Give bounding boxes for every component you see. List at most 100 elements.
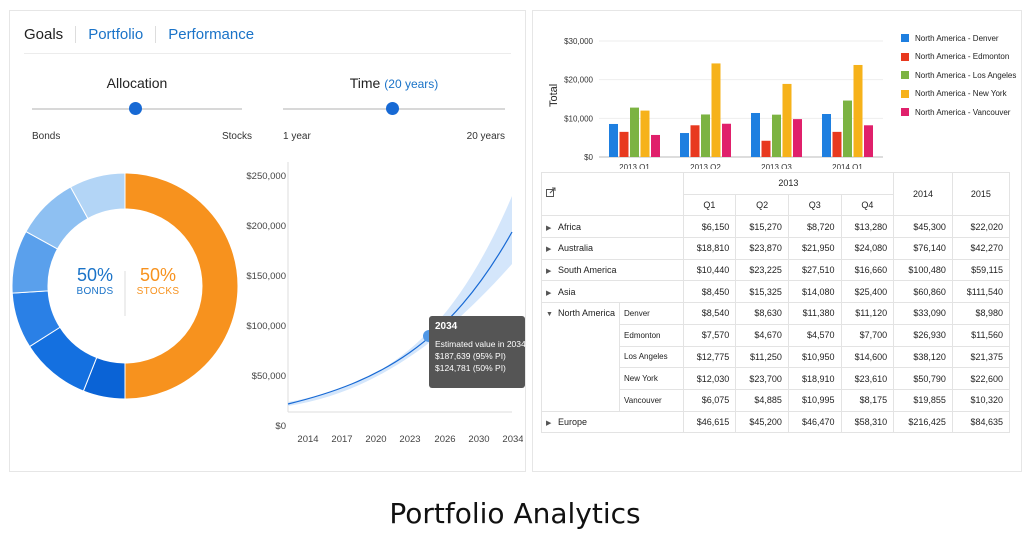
pivot-cell: $58,310 [840,410,895,434]
projection-x-tick: 2030 [468,434,489,445]
bar-north-america-edmonton-2014-q1[interactable] [832,131,842,157]
pivot-row-header[interactable]: ▶ Asia [541,280,684,304]
pivot-cell: $18,910 [787,367,842,390]
legend-item[interactable]: North America - New York [901,85,1016,104]
pivot-header-row-1: 2013 2014 2015 [541,171,1011,217]
pivot-cell: $50,790 [893,367,953,390]
bar-north-america-new-york-2013-q1[interactable] [640,110,650,157]
pivot-cell: $23,225 [735,258,789,282]
bar-y-tick: $20,000 [564,76,593,85]
pivot-cell: $7,570 [682,323,737,347]
pivot-cell: $45,300 [893,215,953,239]
bar-north-america-denver-2013-q1[interactable] [609,123,618,157]
collapse-caret-icon[interactable]: ▼ [546,311,553,319]
expand-caret-icon[interactable]: ▶ [546,268,552,276]
bar-north-america-denver-2013-q3[interactable] [751,112,760,157]
pivot-row-header[interactable]: ▶ South America [541,258,684,282]
pivot-cell: $27,510 [787,258,842,282]
bar-north-america-vancouver-2013-q3[interactable] [793,119,802,157]
bar-north-america-vancouver-2014-q1[interactable] [864,125,873,157]
expand-caret-icon[interactable]: ▶ [546,246,552,254]
pivot-subrow-label: Edmonton [619,323,684,347]
bar-north-america-edmonton-2013-q3[interactable] [761,140,771,157]
pivot-cell: $60,860 [893,280,953,304]
legend-swatch [901,89,909,98]
pivot-table: 2013 2014 2015 Q1 Q2 Q3 Q4 ▶ Africa $6,150… [540,171,1011,434]
pivot-row-label: Europe [558,416,588,427]
pivot-corner [541,171,684,217]
projection-y-tick: $0 [275,421,286,432]
expand-caret-icon[interactable]: ▶ [546,224,552,232]
legend-swatch [901,71,909,80]
pivot-row: Edmonton $7,570 $4,670 $4,570 $7,700 $26,930 $… [542,323,1011,347]
pivot-cell: $46,615 [682,410,737,434]
bar-north-america-los-angeles-2013-q2[interactable] [701,114,710,157]
bar-chart-ylabel: Total [548,84,560,107]
pivot-cell: $19,855 [893,388,953,412]
pivot-cell: $11,120 [840,302,895,325]
legend-item[interactable]: North America - Los Angeles [901,66,1016,85]
pivot-cell: $23,700 [735,367,789,390]
pivot-cell: $13,280 [840,215,895,239]
pivot-cell: $14,080 [787,280,842,304]
pivot-cell: $6,075 [682,388,737,412]
bar-north-america-new-york-2013-q2[interactable] [711,63,721,157]
pivot-subrow-label: Vancouver [619,388,684,412]
legend-item[interactable]: North America - Edmonton [901,48,1016,67]
page-caption: Portfolio Analytics [389,497,641,530]
time-slider-thumb[interactable] [386,102,399,115]
pivot-header-row-2: Q1 Q2 Q3 Q4 [542,193,1010,217]
pivot-header-2014: 2014 [893,171,953,217]
pivot-cell: $7,700 [840,323,895,347]
bar-y-tick: $0 [584,153,593,162]
tabs-divider [24,53,511,54]
donut-slice-bonds-6[interactable] [69,172,126,220]
stocks-share: 50% STOCKS [128,265,188,297]
bar-north-america-denver-2014-q1[interactable] [822,114,831,157]
pivot-header-2015: 2015 [951,171,1011,217]
expand-icon[interactable] [546,187,556,198]
bar-north-america-vancouver-2013-q2[interactable] [722,123,731,157]
pivot-cell: $46,470 [787,410,842,434]
tab-portfolio[interactable]: Portfolio [76,25,157,43]
projection-median-line [287,231,513,405]
pivot-group-header[interactable]: ▼ North America [540,302,621,412]
bonds-percent: 50% [76,265,114,285]
donut-slice-stocks[interactable] [124,172,239,400]
expand-caret-icon[interactable]: ▶ [546,289,552,297]
legend-item[interactable]: North America - Vancouver [901,103,1016,122]
pivot-row-header[interactable]: ▶ Europe [541,410,684,434]
pivot-cell: $12,030 [682,367,737,390]
bar-north-america-los-angeles-2013-q3[interactable] [772,114,781,157]
pivot-cell: $25,400 [840,280,895,304]
bar-north-america-vancouver-2013-q1[interactable] [651,134,660,157]
expand-caret-icon[interactable]: ▶ [546,419,552,427]
bar-north-america-denver-2013-q2[interactable] [680,133,689,157]
pivot-cell: $11,250 [735,345,789,369]
tab-performance[interactable]: Performance [168,25,255,43]
pivot-row-header[interactable]: ▶ Australia [541,237,684,260]
projection-x-tick: 2023 [399,434,420,445]
pivot-row: New York $12,030 $23,700 $18,910 $23,610 $50,… [542,367,1011,390]
bar-north-america-edmonton-2013-q2[interactable] [690,125,700,157]
bar-north-america-edmonton-2013-q1[interactable] [619,131,629,157]
tab-goals[interactable]: Goals [24,25,77,43]
legend-swatch [901,52,909,61]
pivot-cell: $24,080 [840,237,895,260]
bar-north-america-new-york-2013-q3[interactable] [782,83,792,157]
projection-x-tick: 2014 [297,434,318,445]
pivot-cell: $59,115 [951,258,1011,282]
projection-confidence-band [288,196,512,406]
allocation-slider-thumb[interactable] [129,102,142,115]
bar-north-america-los-angeles-2014-q1[interactable] [843,100,852,157]
pivot-cell: $12,775 [682,345,737,369]
legend-item[interactable]: North America - Denver [901,29,1016,48]
bar-north-america-new-york-2014-q1[interactable] [853,64,863,157]
bar-y-tick: $30,000 [564,37,593,46]
portfolio-panel: Goals Portfolio Performance Allocation B… [9,10,526,472]
bar-north-america-los-angeles-2013-q1[interactable] [630,107,639,157]
tooltip-year: 2034 [435,321,458,332]
pivot-cell: $11,560 [951,323,1011,347]
pivot-row-header[interactable]: ▶ Africa [541,215,684,239]
time-max-label: 20 years [466,131,505,142]
